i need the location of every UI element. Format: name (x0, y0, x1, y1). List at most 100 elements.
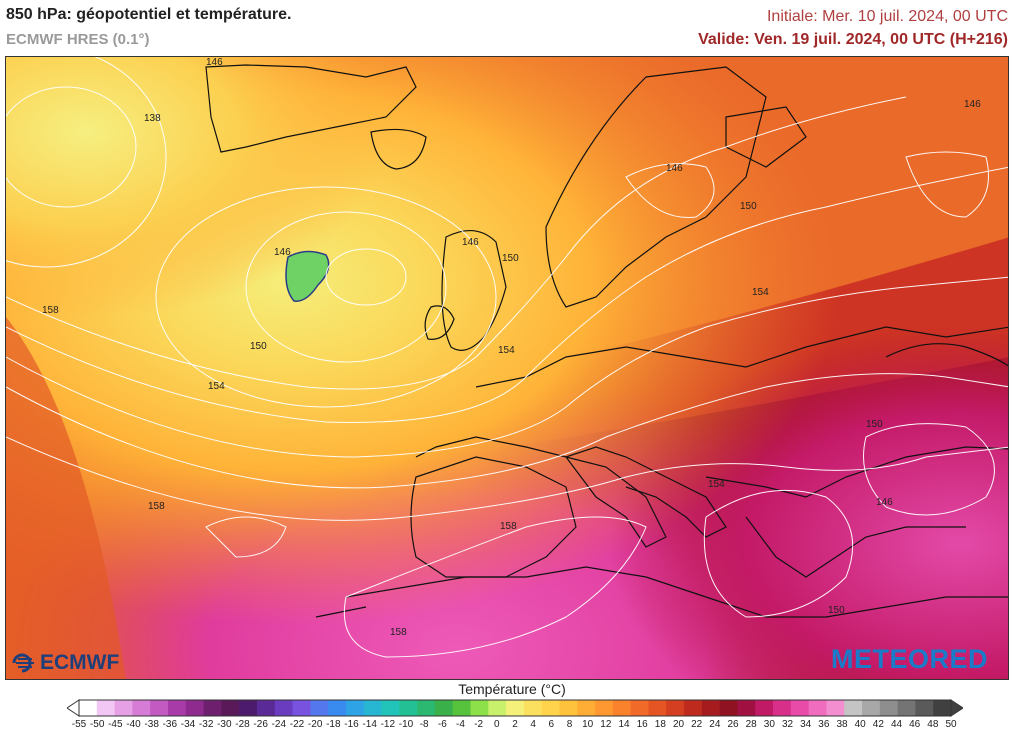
ecmwf-logo: ECMWF (10, 651, 119, 675)
colorbar-tick-label: 30 (763, 719, 775, 730)
contour-label: 150 (250, 341, 267, 352)
colorbar-tick-label: 50 (945, 719, 957, 730)
colorbar-tick-label: 36 (818, 719, 830, 730)
colorbar-tick-label: -14 (362, 719, 377, 730)
colorbar-swatch (185, 700, 205, 716)
colorbar-tick-label: -18 (326, 719, 341, 730)
colorbar-tick-label: 22 (691, 719, 703, 730)
contour-label: 150 (828, 605, 845, 616)
colorbar-tick-label: -22 (289, 719, 305, 730)
colorbar-swatch (132, 700, 151, 716)
colorbar-swatch (773, 700, 792, 716)
colorbar-swatch (381, 700, 400, 716)
colorbar-swatch (345, 700, 365, 716)
colorbar-tick-label: 44 (890, 719, 903, 730)
colorbar-swatch (434, 700, 454, 716)
colorbar-swatch (630, 700, 649, 716)
colorbar-swatch (310, 700, 329, 716)
colorbar-tick-label: -24 (271, 719, 287, 730)
colorbar-swatch (897, 700, 916, 716)
colorbar-swatch (96, 700, 116, 716)
model-subtitle: ECMWF HRES (0.1°) (6, 31, 150, 48)
colorbar-swatch (684, 700, 703, 716)
colorbar-tick-label: 18 (654, 719, 666, 730)
colorbar-tick-label: 0 (494, 719, 500, 730)
colorbar-swatch (862, 700, 881, 716)
colorbar-swatch (701, 700, 721, 716)
contour-label: 150 (740, 201, 757, 212)
colorbar-tick-label: 42 (872, 719, 884, 730)
map-svg: 146 138 146 146 150 158 150 154 154 146 … (6, 57, 1008, 679)
colorbar-tick-label: 28 (745, 719, 757, 730)
colorbar-tick-label: -26 (253, 719, 268, 730)
meteored-logo: METEORED (830, 644, 988, 674)
colorbar-tick-label: 14 (618, 719, 630, 730)
colorbar-tick-label: -32 (198, 719, 214, 730)
colorbar-tick-label: 24 (709, 719, 721, 730)
contour-label: 146 (876, 497, 893, 508)
cold-pocket (285, 250, 330, 302)
colorbar-tick-label: 26 (727, 719, 739, 730)
colorbar-tick-label: -4 (456, 719, 465, 730)
contour-label: 154 (708, 479, 725, 490)
contour-label: 158 (390, 627, 407, 638)
colorbar-tick-label: -20 (307, 719, 323, 730)
contour-label: 158 (42, 305, 59, 316)
colorbar-swatch (755, 700, 774, 716)
colorbar-swatch (221, 700, 240, 716)
colorbar-swatch (523, 700, 543, 716)
colorbar-arrow-right (950, 699, 963, 717)
colorbar-swatch (595, 700, 614, 716)
contour-label: 146 (206, 57, 223, 68)
colorbar-swatch (826, 700, 845, 716)
colorbar-swatch (666, 700, 685, 716)
colorbar-tick-label: -12 (380, 719, 396, 730)
colorbar-tick-label: -50 (89, 719, 105, 730)
colorbar-swatch (577, 700, 596, 716)
colorbar-border (78, 699, 952, 717)
colorbar-swatch (399, 700, 418, 716)
colorbar-swatch (167, 700, 187, 716)
colorbar-swatch (79, 700, 98, 716)
contour-label: 158 (500, 521, 517, 532)
contour-label: 154 (752, 287, 769, 298)
colorbar-tick-label: -2 (474, 719, 484, 730)
valid-time: Valide: Ven. 19 juil. 2024, 00 UTC (H+21… (698, 31, 1008, 48)
colorbar-swatch (150, 700, 169, 716)
colorbar-swatch (915, 700, 934, 716)
colorbar-swatch (612, 700, 632, 716)
colorbar-swatch (541, 700, 560, 716)
colorbar-tick-label: -36 (162, 719, 178, 730)
colorbar-tick-label: 4 (530, 719, 536, 730)
weather-map[interactable]: 146 138 146 146 150 158 150 154 154 146 … (5, 56, 1009, 680)
colorbar (67, 699, 963, 717)
contour-label: 146 (462, 237, 479, 248)
contour-label: 146 (666, 163, 683, 174)
colorbar-swatch (239, 700, 258, 716)
colorbar-tick-label: -40 (126, 719, 141, 730)
colorbar-swatch (470, 700, 489, 716)
colorbar-swatch (328, 700, 347, 716)
colorbar-swatch (417, 700, 436, 716)
colorbar-swatch (203, 700, 222, 716)
ocean-band (6, 317, 126, 679)
colorbar-swatch (719, 700, 738, 716)
contour-label: 146 (964, 99, 981, 110)
colorbar-swatch (808, 700, 827, 716)
colorbar-tick-label: 40 (854, 719, 866, 730)
colorbar-tick-label: 16 (636, 719, 648, 730)
colorbar-tick-label: 12 (600, 719, 612, 730)
contour-label: 158 (148, 501, 165, 512)
chart-title: 850 hPa: géopotentiel et température. (6, 6, 292, 23)
colorbar-swatch (292, 700, 311, 716)
contour-label: 138 (144, 113, 161, 124)
contour-label: 146 (274, 247, 291, 258)
colorbar-swatch (274, 700, 294, 716)
colorbar-swatch (452, 700, 472, 716)
colorbar-swatch (506, 700, 525, 716)
ecmwf-logo-icon (10, 653, 38, 673)
colorbar-tick-label: -34 (180, 719, 196, 730)
colorbar-tick-label: 32 (781, 719, 794, 730)
colorbar-tick-label: -55 (71, 719, 87, 730)
colorbar-swatch (363, 700, 383, 716)
